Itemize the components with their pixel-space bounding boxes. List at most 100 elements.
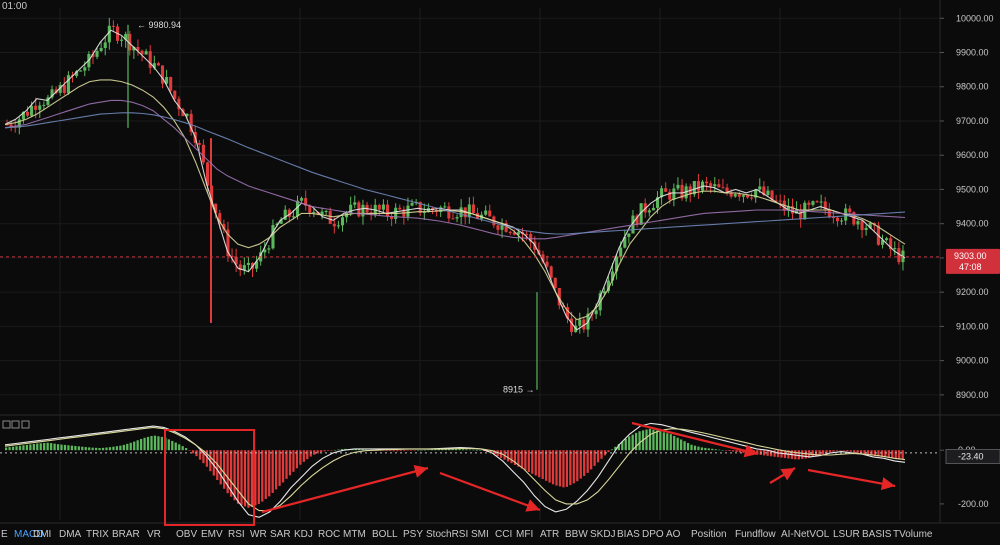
macd-bar xyxy=(278,450,281,486)
candle-body xyxy=(627,233,631,237)
macd-bar xyxy=(84,447,87,451)
candle-body xyxy=(332,223,336,227)
macd-bar xyxy=(257,450,260,505)
candle-body xyxy=(283,209,287,220)
candle-body xyxy=(594,310,598,315)
candle-body xyxy=(410,203,414,206)
candle-body xyxy=(807,202,811,205)
y-tick-label: 9600.00 xyxy=(956,150,989,160)
candle-body xyxy=(152,63,156,68)
candle-body xyxy=(709,183,713,187)
candle-body xyxy=(471,204,475,214)
tab-emv[interactable]: EMV xyxy=(201,529,223,540)
tab-smi[interactable]: SMI xyxy=(471,529,489,540)
tab-obv[interactable]: OBV xyxy=(176,529,198,540)
tab-ao[interactable]: AO xyxy=(666,529,681,540)
tab-brar[interactable]: BRAR xyxy=(112,529,140,540)
tab-trix[interactable]: TRIX xyxy=(86,529,109,540)
macd-bar xyxy=(285,450,288,479)
macd-bar xyxy=(275,450,278,490)
macd-bar xyxy=(458,449,461,451)
macd-bar xyxy=(645,429,648,451)
tab-boll[interactable]: BOLL xyxy=(372,529,398,540)
macd-bar xyxy=(773,450,776,457)
macd-bar xyxy=(143,437,146,451)
candle-body xyxy=(864,227,868,230)
tab-ai-netvol[interactable]: AI-NetVOL xyxy=(781,529,830,540)
macd-bar xyxy=(146,436,150,451)
macd-bar xyxy=(416,450,420,451)
candle-body xyxy=(238,264,242,271)
candle-body xyxy=(545,261,549,267)
macd-bar xyxy=(140,438,143,451)
tab-dma[interactable]: DMA xyxy=(59,529,82,540)
tab-position[interactable]: Position xyxy=(691,529,727,540)
macd-bar xyxy=(77,446,80,451)
price-badge xyxy=(946,248,1000,274)
candle-body xyxy=(516,232,520,235)
macd-bar xyxy=(846,450,849,452)
tab-wr[interactable]: WR xyxy=(250,529,267,540)
candle-body xyxy=(398,207,402,210)
macd-bar xyxy=(434,449,437,451)
macd-bar xyxy=(603,450,607,456)
macd-bar xyxy=(804,450,807,459)
candle-body xyxy=(823,201,827,210)
macd-bar xyxy=(288,450,292,476)
tab-mtm[interactable]: MTM xyxy=(343,529,366,540)
macd-bar xyxy=(389,450,392,451)
macd-bar xyxy=(219,450,222,485)
tab-atr[interactable]: ATR xyxy=(540,529,560,540)
candle-body xyxy=(582,319,586,330)
candle-body xyxy=(725,187,729,193)
tab-skdj[interactable]: SKDJ xyxy=(590,529,616,540)
macd-bar xyxy=(406,450,409,451)
tab-mfi[interactable]: MFI xyxy=(516,529,534,540)
candle-body xyxy=(189,113,193,132)
macd-bar xyxy=(593,450,596,466)
macd-bar xyxy=(88,447,91,451)
candle-body xyxy=(54,89,58,93)
candle-body xyxy=(488,210,492,217)
tab-rsi[interactable]: RSI xyxy=(228,529,245,540)
candle-body xyxy=(733,194,737,197)
candles xyxy=(5,17,905,337)
macd-bar xyxy=(340,449,344,451)
candle-body xyxy=(529,234,533,242)
annotation-arrow xyxy=(261,465,429,514)
candle-body xyxy=(173,90,177,99)
tab-psy[interactable]: PSY xyxy=(403,529,424,540)
tab-lsur[interactable]: LSUR xyxy=(833,529,860,540)
tab-cci[interactable]: CCI xyxy=(495,529,513,540)
tab-dmi[interactable]: DMI xyxy=(33,529,52,540)
tab-scroll-left[interactable]: E xyxy=(1,529,8,540)
candle-body xyxy=(226,229,230,257)
macd-bar xyxy=(704,447,707,451)
tab-bbw[interactable]: BBW xyxy=(565,529,588,540)
pane-tool-icon xyxy=(11,420,20,429)
macd-bar xyxy=(686,442,690,451)
tab-sar[interactable]: SAR xyxy=(270,529,291,540)
candle-body xyxy=(324,210,328,212)
tab-dpo[interactable]: DPO xyxy=(642,529,664,540)
tab-stochrsi[interactable]: StochRSI xyxy=(426,529,469,540)
candle-body xyxy=(774,200,778,202)
macd-bar xyxy=(835,450,839,451)
tab-macd[interactable]: MACD xyxy=(14,529,44,540)
tab-roc[interactable]: ROC xyxy=(318,529,341,540)
tab-vr[interactable]: VR xyxy=(147,529,161,540)
tab-bias[interactable]: BIAS xyxy=(617,529,640,540)
tab-fundflow[interactable]: Fundflow xyxy=(735,529,776,540)
macd-bar xyxy=(697,446,700,451)
tab-tvolume[interactable]: TVolume xyxy=(893,529,933,540)
macd-bar xyxy=(839,450,842,451)
macd-bar xyxy=(271,450,274,493)
macd-bar xyxy=(74,445,77,451)
macd-bar xyxy=(714,449,717,451)
tab-kdj[interactable]: KDJ xyxy=(294,529,313,540)
candle-body xyxy=(778,200,782,202)
highlight-box xyxy=(164,429,255,526)
tab-basis[interactable]: BASIS xyxy=(862,529,892,540)
macd-bar xyxy=(811,450,814,458)
